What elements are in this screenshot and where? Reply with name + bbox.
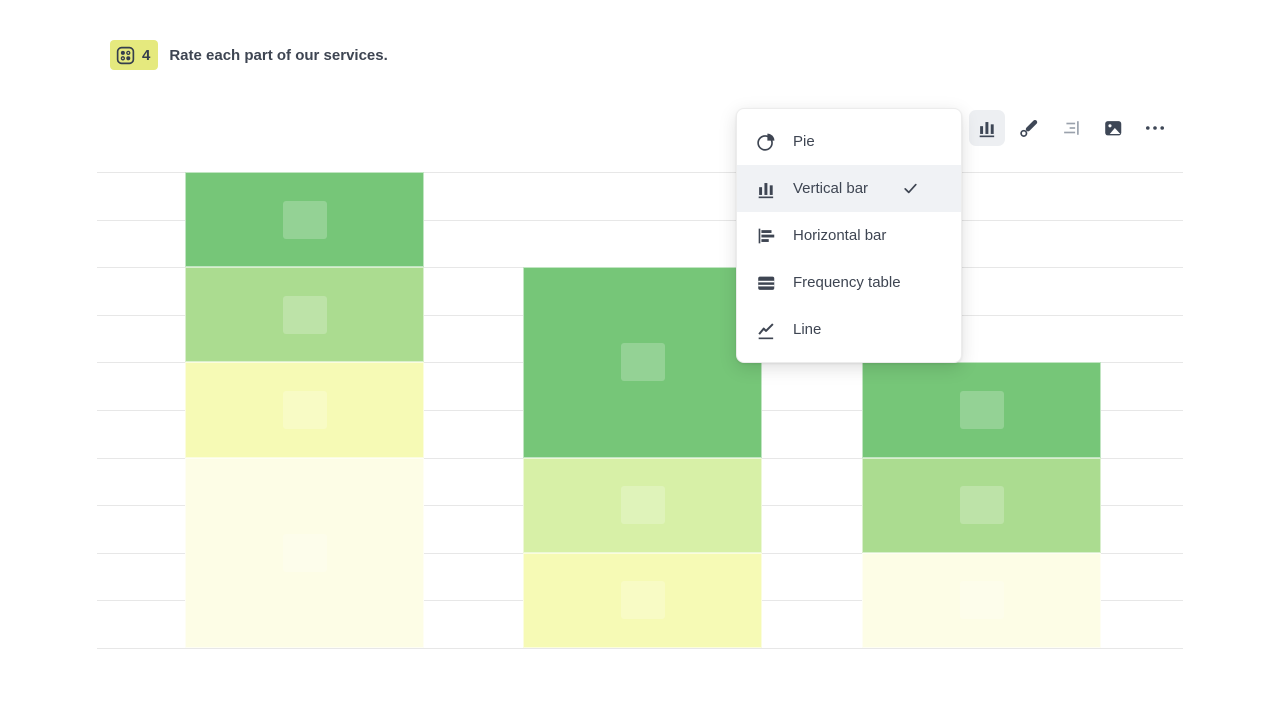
toolbar-chart-type-button[interactable] (969, 110, 1005, 146)
image-icon (1102, 117, 1124, 139)
menu-item-label: Pie (793, 133, 815, 150)
menu-item-label: Frequency table (793, 274, 901, 291)
toolbar-more-button[interactable] (1137, 110, 1173, 146)
menu-item-label: Line (793, 321, 822, 338)
menu-item-label: Vertical bar (793, 180, 869, 197)
bar-segment-light_green[interactable] (185, 267, 424, 363)
question-header: 4 Rate each part of our services. (110, 40, 388, 70)
gridline (97, 172, 1183, 173)
question-type-badge: 4 (110, 40, 159, 70)
bar-segment-green[interactable] (185, 172, 424, 268)
bar-3 (862, 362, 1101, 648)
data-label-placeholder (959, 486, 1004, 525)
bar-segment-green[interactable] (862, 362, 1101, 458)
align-right-icon (1060, 117, 1082, 139)
bar-segment-yellow[interactable] (185, 362, 424, 458)
chart-toolbar (969, 110, 1173, 146)
stacked-bar-chart (97, 172, 1183, 649)
chart-type-menu: Pie Vertical bar Horizontal bar Frequency t… (736, 108, 962, 363)
data-label-placeholder (282, 200, 327, 239)
data-label-placeholder (620, 486, 665, 525)
gridline (97, 648, 1183, 649)
vertical-bar-icon (754, 177, 778, 201)
bar-2 (523, 267, 762, 648)
bar-segment-cream[interactable] (185, 457, 424, 648)
data-label-placeholder (282, 533, 327, 572)
question-title: Rate each part of our services. (169, 46, 388, 64)
check-icon (902, 180, 919, 197)
vertical-bar-icon (976, 117, 998, 139)
brush-icon (1017, 116, 1041, 140)
data-label-placeholder (282, 295, 327, 334)
data-label-placeholder (282, 390, 327, 429)
pie-icon (754, 130, 778, 154)
menu-item-vertical-bar[interactable]: Vertical bar (737, 165, 961, 212)
data-label-placeholder (959, 581, 1004, 620)
menu-item-horizontal-bar[interactable]: Horizontal bar (737, 212, 961, 259)
data-label-placeholder (620, 581, 665, 620)
matrix-question-icon (115, 45, 136, 66)
menu-item-line[interactable]: Line (737, 306, 961, 353)
bar-segment-cream[interactable] (862, 552, 1101, 648)
frequency-table-icon (754, 271, 778, 295)
line-icon (754, 318, 778, 342)
menu-item-label: Horizontal bar (793, 227, 887, 244)
ellipsis-icon (1143, 116, 1167, 140)
toolbar-align-button[interactable] (1053, 110, 1089, 146)
bar-segment-light_green[interactable] (862, 457, 1101, 553)
menu-item-pie[interactable]: Pie (737, 118, 961, 165)
bar-segment-pale_green[interactable] (523, 457, 762, 553)
gridline (97, 219, 1183, 221)
data-label-placeholder (620, 343, 665, 382)
data-label-placeholder (959, 390, 1004, 429)
horizontal-bar-icon (754, 224, 778, 248)
bar-1 (185, 172, 424, 648)
toolbar-image-button[interactable] (1095, 110, 1131, 146)
bar-segment-yellow[interactable] (523, 552, 762, 648)
bar-segment-green[interactable] (523, 267, 762, 458)
toolbar-style-button[interactable] (1011, 110, 1047, 146)
menu-item-frequency-table[interactable]: Frequency table (737, 259, 961, 306)
question-number: 4 (142, 46, 151, 64)
